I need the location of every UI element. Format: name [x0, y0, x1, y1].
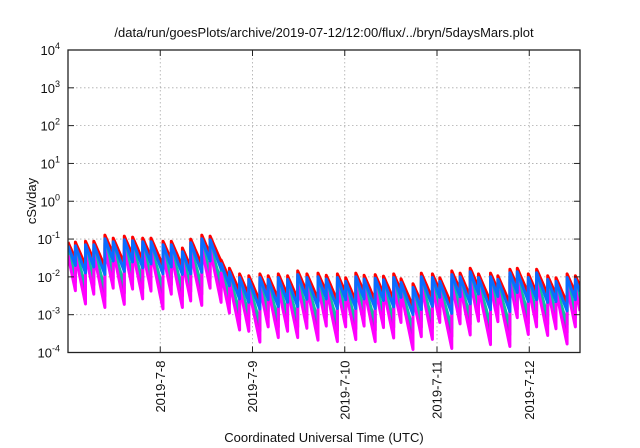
series-line-blue — [68, 237, 580, 316]
y-axis-label: cSv/day — [24, 177, 39, 224]
x-tick-label: 2019-7-11 — [430, 361, 445, 419]
y-tick-label: 10-3 — [38, 306, 60, 323]
x-tick-label: 2019-7-9 — [245, 361, 260, 413]
y-tick-label: 10-2 — [38, 268, 60, 285]
series-group — [68, 233, 580, 351]
y-tick-label: 102 — [41, 117, 60, 134]
chart-title: /data/run/goesPlots/archive/2019-07-12/1… — [114, 25, 534, 40]
y-tick-label: 100 — [41, 192, 60, 209]
x-axis: 2019-7-8 2019-7-9 2019-7-10 2019-7-11 2019-7… — [153, 50, 537, 420]
y-tick-label: 104 — [41, 41, 60, 58]
y-axis: 10-4 10-3 10-2 10-1 100 101 102 103 104 — [38, 41, 580, 361]
y-tick-label: 103 — [41, 79, 60, 96]
x-tick-label: 2019-7-10 — [337, 361, 352, 420]
y-tick-label: 10-4 — [38, 344, 60, 361]
y-tick-label: 101 — [41, 154, 60, 171]
x-tick-label: 2019-7-12 — [522, 361, 537, 420]
x-axis-label: Coordinated Universal Time (UTC) — [224, 430, 423, 445]
y-tick-label: 10-1 — [38, 230, 60, 247]
x-tick-label: 2019-7-8 — [153, 361, 168, 413]
